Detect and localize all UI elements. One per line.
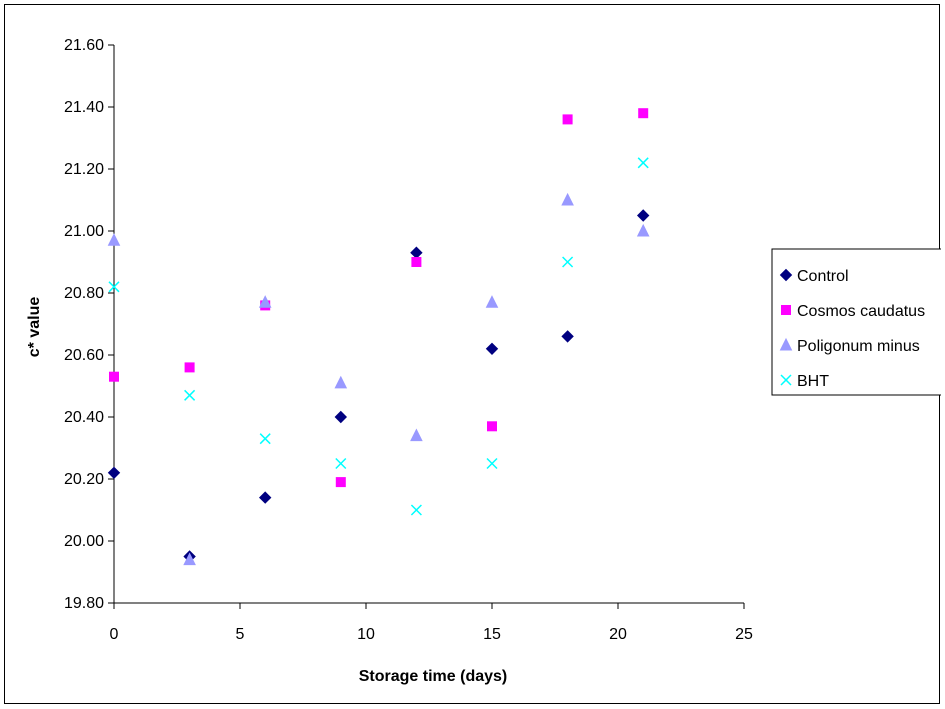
y-axis-title: c* value [26, 297, 43, 358]
data-point-stroke [259, 433, 271, 445]
data-point [335, 457, 347, 470]
data-point [410, 428, 423, 442]
y-tick-label: 21.20 [64, 161, 104, 178]
legend-marker-bht-stroke [780, 374, 792, 386]
y-tick-label: 21.40 [64, 99, 104, 116]
x-tick-label: 5 [236, 626, 245, 643]
y-tick-label: 21.00 [64, 223, 104, 240]
data-point [108, 281, 120, 293]
legend-label-cosmos-caudatus: Cosmos caudatus [797, 303, 925, 320]
x-axis-title: Storage time (days) [359, 668, 507, 685]
data-point [487, 421, 497, 432]
data-point [562, 114, 573, 125]
data-point [183, 552, 196, 566]
series-cosmos-caudatus [109, 108, 649, 488]
data-point [485, 295, 499, 308]
data-point [410, 504, 422, 516]
series-poligonum-minus [107, 192, 650, 566]
chart-frame: 19.80 20.00 20.20 20.40 20.60 20.80 21.00 21.20… [4, 4, 941, 704]
series-bht [108, 157, 649, 516]
data-point-stroke [184, 389, 196, 401]
legend-marker-control [779, 268, 793, 282]
data-point [335, 477, 346, 488]
x-tick-label: 15 [483, 626, 501, 643]
legend: Control Cosmos caudatus Poligonum minus BHT [771, 248, 941, 396]
data-point-stroke [637, 157, 649, 169]
y-tick-label: 19.80 [64, 595, 104, 612]
legend-box [771, 248, 941, 396]
scatter-chart: 19.80 20.00 20.20 20.40 20.60 20.80 21.00 21.20… [26, 37, 941, 685]
data-point [334, 410, 348, 424]
data-point [562, 256, 574, 268]
data-point [107, 233, 121, 246]
data-point [411, 257, 422, 267]
axes: 19.80 20.00 20.20 20.40 20.60 20.80 21.00 21.20… [64, 37, 753, 643]
data-point [258, 295, 272, 308]
data-point [109, 371, 119, 382]
x-tick-label: 0 [110, 626, 119, 643]
y-tick-label: 20.40 [64, 409, 104, 426]
legend-marker-bht [780, 374, 792, 386]
legend-label-control: Control [797, 268, 849, 285]
data-point [561, 330, 574, 343]
legend-label-poligonum-minus: Poligonum minus [797, 338, 920, 355]
data-point [410, 246, 423, 259]
legend-marker-poligonum-minus [779, 337, 793, 351]
y-tick-label: 20.00 [64, 533, 104, 550]
data-point-stroke [108, 281, 120, 293]
y-tick-label: 21.60 [64, 37, 104, 54]
data-point-stroke [486, 457, 498, 470]
data-point [636, 209, 650, 222]
data-point-stroke [410, 504, 422, 516]
data-point [561, 192, 574, 206]
x-tick-label: 20 [609, 626, 627, 643]
data-point [258, 491, 272, 504]
data-point [486, 457, 498, 470]
data-point [184, 362, 195, 373]
y-tick-label: 20.20 [64, 471, 104, 488]
y-tick-label: 20.80 [64, 285, 104, 302]
data-point [636, 223, 650, 237]
data-point [334, 375, 348, 389]
data-point [637, 157, 649, 169]
legend-label-bht: BHT [797, 373, 829, 390]
x-tick-label: 10 [357, 626, 375, 643]
data-point-stroke [335, 457, 347, 470]
x-tick-label: 25 [735, 626, 753, 643]
data-point-stroke [562, 256, 574, 268]
data-point [485, 342, 499, 356]
data-point [107, 466, 121, 480]
legend-marker-cosmos-caudatus [781, 305, 791, 315]
data-point [259, 433, 271, 445]
y-tick-label: 20.60 [64, 347, 104, 364]
data-point [184, 389, 196, 401]
data-point [638, 108, 649, 119]
data-points [107, 108, 650, 566]
